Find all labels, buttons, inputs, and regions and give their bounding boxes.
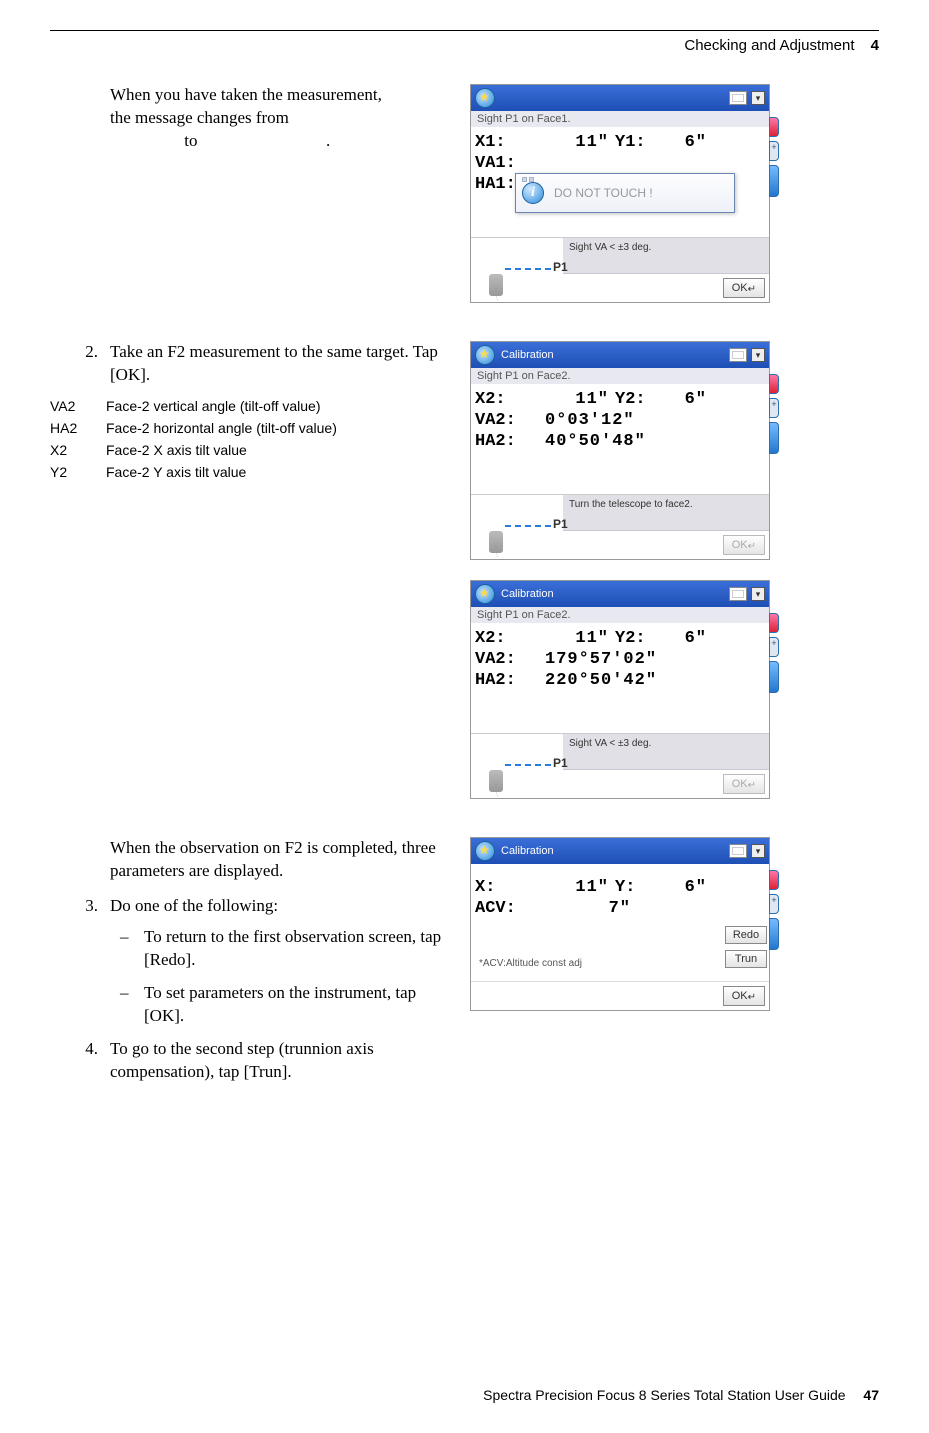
step-3: 3. Do one of the following: xyxy=(110,895,458,918)
side-blue-button[interactable] xyxy=(769,422,779,454)
side-plus-button[interactable]: + xyxy=(769,141,779,161)
chapter-title: Checking and Adjustment xyxy=(684,37,854,54)
y-label: Y: xyxy=(615,878,659,897)
y1-label: Y1: xyxy=(615,133,659,152)
side-plus-button[interactable]: + xyxy=(769,637,779,657)
chapter-number: 4 xyxy=(871,37,879,54)
device-screen-face1: ▾ Sight P1 on Face1. X1: 11" Y1: 6" VA1:… xyxy=(470,84,770,303)
title-dropdown-icon[interactable]: ▾ xyxy=(751,91,765,105)
step-2: 2. Take an F2 measurement to the same ta… xyxy=(110,341,458,387)
acv-label: ACV: xyxy=(475,899,531,918)
title-text: Calibration xyxy=(501,845,729,857)
trun-button[interactable]: Trun xyxy=(725,950,767,968)
step-text: To go to the second step (trunnion axis … xyxy=(110,1039,374,1081)
keyboard-icon[interactable] xyxy=(729,844,747,858)
step-text: Do one of the following: xyxy=(110,896,278,915)
side-red-button[interactable] xyxy=(769,117,779,137)
x-value: 11" xyxy=(531,878,609,897)
side-red-button[interactable] xyxy=(769,870,779,890)
sub-instruction: Sight P1 on Face2. xyxy=(471,368,769,384)
x2-label: X2: xyxy=(475,629,531,648)
guide-title: Spectra Precision Focus 8 Series Total S… xyxy=(483,1387,845,1403)
va2-label: VA2: xyxy=(475,411,531,430)
keyboard-icon[interactable] xyxy=(729,587,747,601)
y-value: 6" xyxy=(659,878,707,897)
acv-value: 7" xyxy=(531,899,631,918)
title-text: Calibration xyxy=(501,349,729,361)
y2-label: Y2: xyxy=(615,390,659,409)
station-sketch: P1 xyxy=(471,238,563,302)
x-label: X: xyxy=(475,878,531,897)
ha2-value: 220°50'42" xyxy=(531,671,765,690)
keyboard-icon[interactable] xyxy=(729,348,747,362)
point-label: P1 xyxy=(553,260,568,274)
device-screen-results: Calibration ▾ X: 11" Y: 6" ACV: 7" xyxy=(470,837,770,1011)
x1-label: X1: xyxy=(475,133,531,152)
y2-label: Y2: xyxy=(615,629,659,648)
app-star-icon xyxy=(475,584,495,604)
title-dropdown-icon[interactable]: ▾ xyxy=(751,587,765,601)
va1-label: VA1: xyxy=(475,154,531,173)
side-plus-button[interactable]: + xyxy=(769,398,779,418)
sub-instruction: Sight P1 on Face2. xyxy=(471,607,769,623)
ok-button[interactable]: OK↵ xyxy=(723,278,765,298)
y2-value: 6" xyxy=(659,390,707,409)
x2-value: 11" xyxy=(531,629,609,648)
running-header: Checking and Adjustment 4 xyxy=(50,37,879,54)
page-number: 47 xyxy=(863,1387,879,1403)
hint-message: Sight VA < ±3 deg. xyxy=(563,734,769,770)
app-star-icon xyxy=(475,345,495,365)
ok-button[interactable]: OK↵ xyxy=(723,986,765,1006)
side-red-button[interactable] xyxy=(769,374,779,394)
keyboard-icon[interactable] xyxy=(729,91,747,105)
device-screen-face2b: Calibration ▾ Sight P1 on Face2. X2: 11"… xyxy=(470,580,770,799)
step-number: 4. xyxy=(74,1038,98,1061)
side-blue-button[interactable] xyxy=(769,661,779,693)
x2-label: X2: xyxy=(475,390,531,409)
x1-value: 11" xyxy=(531,133,609,152)
station-sketch: P1 xyxy=(471,734,563,798)
step-number: 2. xyxy=(74,341,98,364)
ha2-label: HA2: xyxy=(475,671,531,690)
ha2-value: 40°50'48" xyxy=(531,432,765,451)
definitions-table: VA2Face-2 vertical angle (tilt-off value… xyxy=(50,397,458,482)
y2-value: 6" xyxy=(659,629,707,648)
side-blue-button[interactable] xyxy=(769,918,779,950)
popup-text: DO NOT TOUCH ! xyxy=(554,186,653,200)
hint-message: Turn the telescope to face2. xyxy=(563,495,769,531)
app-star-icon xyxy=(475,841,495,861)
info-icon: i xyxy=(522,182,544,204)
side-plus-button[interactable]: + xyxy=(769,894,779,914)
side-blue-button[interactable] xyxy=(769,165,779,197)
do-not-touch-popup: i DO NOT TOUCH ! xyxy=(515,173,735,213)
title-dropdown-icon[interactable]: ▾ xyxy=(751,348,765,362)
step-number: 3. xyxy=(74,895,98,918)
va2-value: 0°03'12" xyxy=(531,411,765,430)
para-f2-complete: When the observation on F2 is completed,… xyxy=(110,837,458,883)
step3-sub1: To return to the first observation scree… xyxy=(110,926,458,972)
point-label: P1 xyxy=(553,517,568,531)
station-sketch: P1 xyxy=(471,495,563,559)
redo-button[interactable]: Redo xyxy=(725,926,767,944)
side-red-button[interactable] xyxy=(769,613,779,633)
ok-button[interactable]: OK↵ xyxy=(723,535,765,555)
sub-instruction: Sight P1 on Face1. xyxy=(471,111,769,127)
title-dropdown-icon[interactable]: ▾ xyxy=(751,844,765,858)
y1-value: 6" xyxy=(659,133,707,152)
ha2-label: HA2: xyxy=(475,432,531,451)
va2-value: 179°57'02" xyxy=(531,650,765,669)
ok-button[interactable]: OK↵ xyxy=(723,774,765,794)
step-text: Take an F2 measurement to the same targe… xyxy=(110,342,438,384)
x2-value: 11" xyxy=(531,390,609,409)
hint-message: Sight VA < ±3 deg. xyxy=(563,238,769,274)
para-measurement-msg: When you have taken the measurement, the… xyxy=(50,84,470,323)
va2-label: VA2: xyxy=(475,650,531,669)
app-star-icon xyxy=(475,88,495,108)
step3-sub2: To set parameters on the instrument, tap… xyxy=(110,982,458,1028)
title-text: Calibration xyxy=(501,588,729,600)
step-4: 4. To go to the second step (trunnion ax… xyxy=(110,1038,458,1084)
device-screen-face2a: Calibration ▾ Sight P1 on Face2. X2: 11"… xyxy=(470,341,770,560)
page-footer: Spectra Precision Focus 8 Series Total S… xyxy=(483,1387,879,1403)
point-label: P1 xyxy=(553,756,568,770)
